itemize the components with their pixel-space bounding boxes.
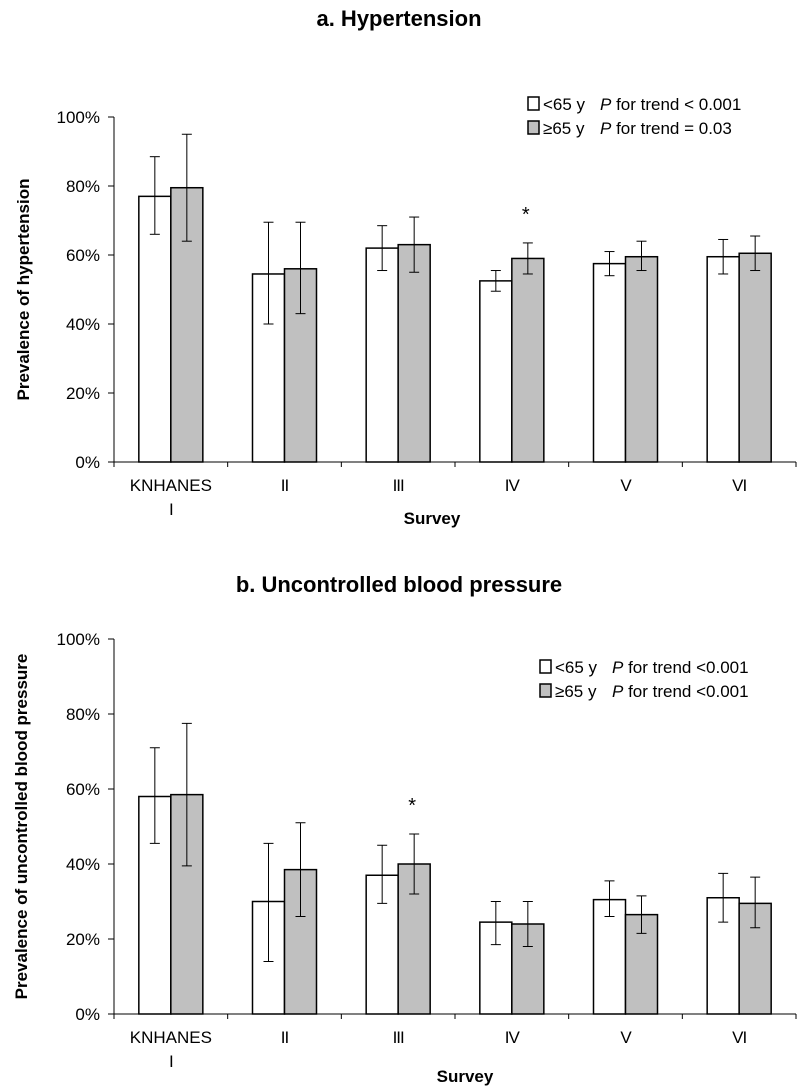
legend-note: P for trend = 0.03: [600, 119, 732, 138]
legend-swatch: [539, 659, 552, 674]
y-tick-label: 40%: [66, 315, 100, 334]
bar: [365, 247, 399, 463]
legend-note: P for trend < 0.001: [600, 95, 741, 114]
bar: [511, 257, 545, 463]
x-tick-label: II: [281, 1028, 289, 1047]
x-tick-label: III: [393, 1028, 404, 1047]
bar: [397, 243, 431, 463]
bar: [479, 280, 513, 463]
y-axis-title: Prevalence of uncontrolled blood pressur…: [12, 654, 31, 1000]
chart-title: b. Uncontrolled blood pressure: [235, 572, 563, 597]
y-tick-label: 20%: [66, 384, 100, 403]
significance-asterisk: *: [408, 795, 416, 817]
y-tick-label: 80%: [66, 177, 100, 196]
bar: [706, 255, 740, 463]
x-tick-label: V: [620, 476, 632, 495]
legend-label: ≥65 y: [543, 119, 585, 138]
x-tick-label: KNHANES: [130, 476, 212, 495]
y-tick-label: 40%: [66, 855, 100, 874]
bar: [138, 195, 172, 463]
x-tick-label: IV: [505, 1028, 521, 1047]
legend-note: P for trend <0.001: [612, 682, 749, 701]
y-tick-label: 0%: [75, 1005, 100, 1024]
y-tick-label: 80%: [66, 705, 100, 724]
y-axis-title: Prevalence of hypertension: [14, 178, 33, 400]
y-tick-label: 60%: [66, 246, 100, 265]
y-tick-label: 100%: [57, 630, 100, 649]
x-tick-label: III: [393, 476, 404, 495]
bar: [592, 898, 627, 1015]
legend-note: P for trend <0.001: [612, 658, 749, 677]
bar: [592, 262, 627, 463]
y-tick-label: 20%: [66, 930, 100, 949]
y-tick-label: 0%: [75, 453, 100, 472]
legend-label: <65 y: [555, 658, 598, 677]
legend-swatch: [527, 120, 540, 135]
bar: [738, 252, 772, 463]
x-tick-label: I: [169, 500, 173, 519]
x-tick-label: V: [620, 1028, 632, 1047]
chart-title: a. Hypertension: [316, 6, 482, 31]
chart-hypertension: a. Hypertension 0% 20% 40% 60% 80% 100% * KNHAN…: [0, 0, 798, 530]
x-axis-title: Survey: [404, 509, 461, 528]
x-tick-label: VI: [732, 476, 746, 495]
legend-label: <65 y: [543, 95, 586, 114]
legend-label: ≥65 y: [555, 682, 597, 701]
x-axis-title: Survey: [437, 1067, 494, 1086]
y-tick-label: 60%: [66, 780, 100, 799]
legend-swatch: [539, 683, 552, 698]
y-tick-label: 100%: [57, 108, 100, 127]
x-tick-label: KNHANES: [130, 1028, 212, 1047]
x-tick-label: VI: [732, 1028, 746, 1047]
chart-uncontrolled-bp: b. Uncontrolled blood pressure 0% 20% 40% 6…: [0, 530, 798, 1087]
bar: [624, 255, 659, 463]
bar: [170, 186, 204, 463]
legend-swatch: [527, 96, 540, 111]
x-tick-label: II: [281, 476, 289, 495]
significance-asterisk: *: [522, 204, 530, 226]
x-tick-label: I: [169, 1052, 173, 1071]
x-tick-label: IV: [505, 476, 521, 495]
